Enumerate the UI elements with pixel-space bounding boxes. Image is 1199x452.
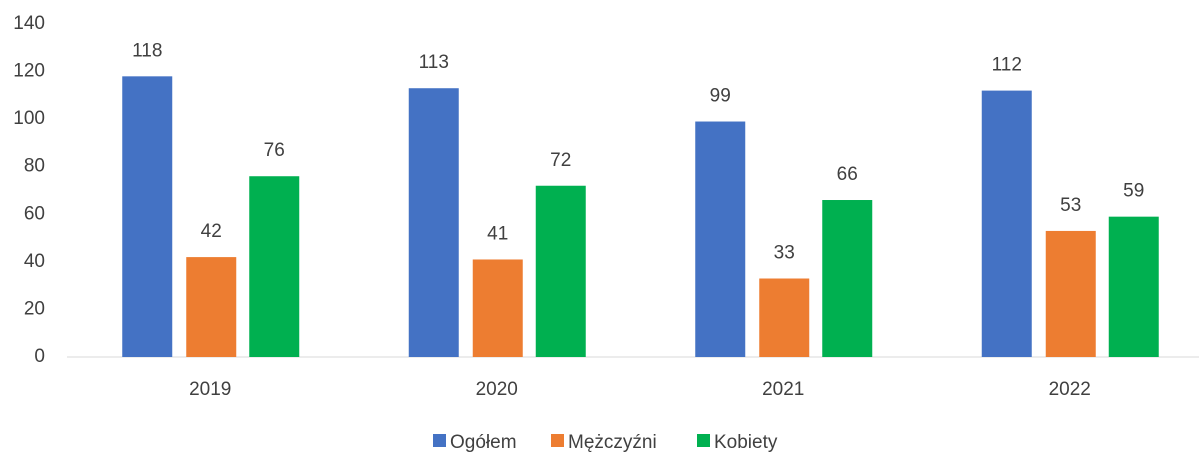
x-tick-label: 2020 xyxy=(476,379,518,400)
y-tick-label: 100 xyxy=(13,108,45,129)
legend-swatch xyxy=(433,434,446,447)
bar xyxy=(1045,230,1096,357)
data-label: 53 xyxy=(1060,195,1081,216)
x-tick-label: 2022 xyxy=(1049,379,1091,400)
legend-label: Ogółem xyxy=(450,432,517,452)
bar xyxy=(695,121,746,358)
bar xyxy=(822,200,873,357)
bar xyxy=(759,278,810,357)
data-label: 66 xyxy=(837,164,858,185)
y-tick-label: 0 xyxy=(34,346,45,367)
data-label: 59 xyxy=(1123,181,1144,202)
data-label: 41 xyxy=(487,223,508,244)
bar xyxy=(122,76,173,357)
bar xyxy=(535,185,586,357)
data-label: 118 xyxy=(132,40,162,61)
bar xyxy=(1108,216,1159,357)
x-tick-label: 2021 xyxy=(762,379,804,400)
y-tick-label: 20 xyxy=(24,298,45,319)
data-label: 72 xyxy=(550,150,571,171)
data-label: 42 xyxy=(201,221,222,242)
y-tick-label: 120 xyxy=(13,61,45,82)
legend-label: Kobiety xyxy=(714,432,778,452)
legend-swatch xyxy=(697,434,710,447)
y-tick-label: 60 xyxy=(24,203,45,224)
data-label: 33 xyxy=(774,243,795,264)
bar xyxy=(472,259,523,357)
bar xyxy=(981,90,1032,357)
x-tick-label: 2019 xyxy=(189,379,231,400)
bar xyxy=(408,88,459,357)
legend-label: Mężczyźni xyxy=(568,432,657,452)
y-tick-label: 40 xyxy=(24,251,45,272)
legend-swatch xyxy=(551,434,564,447)
data-label: 113 xyxy=(419,52,449,73)
bar xyxy=(249,176,300,357)
bar xyxy=(186,257,237,357)
data-label: 99 xyxy=(710,86,731,107)
data-label: 112 xyxy=(992,55,1022,76)
y-tick-label: 80 xyxy=(24,156,45,177)
data-label: 76 xyxy=(264,140,285,161)
y-tick-label: 140 xyxy=(13,13,45,34)
